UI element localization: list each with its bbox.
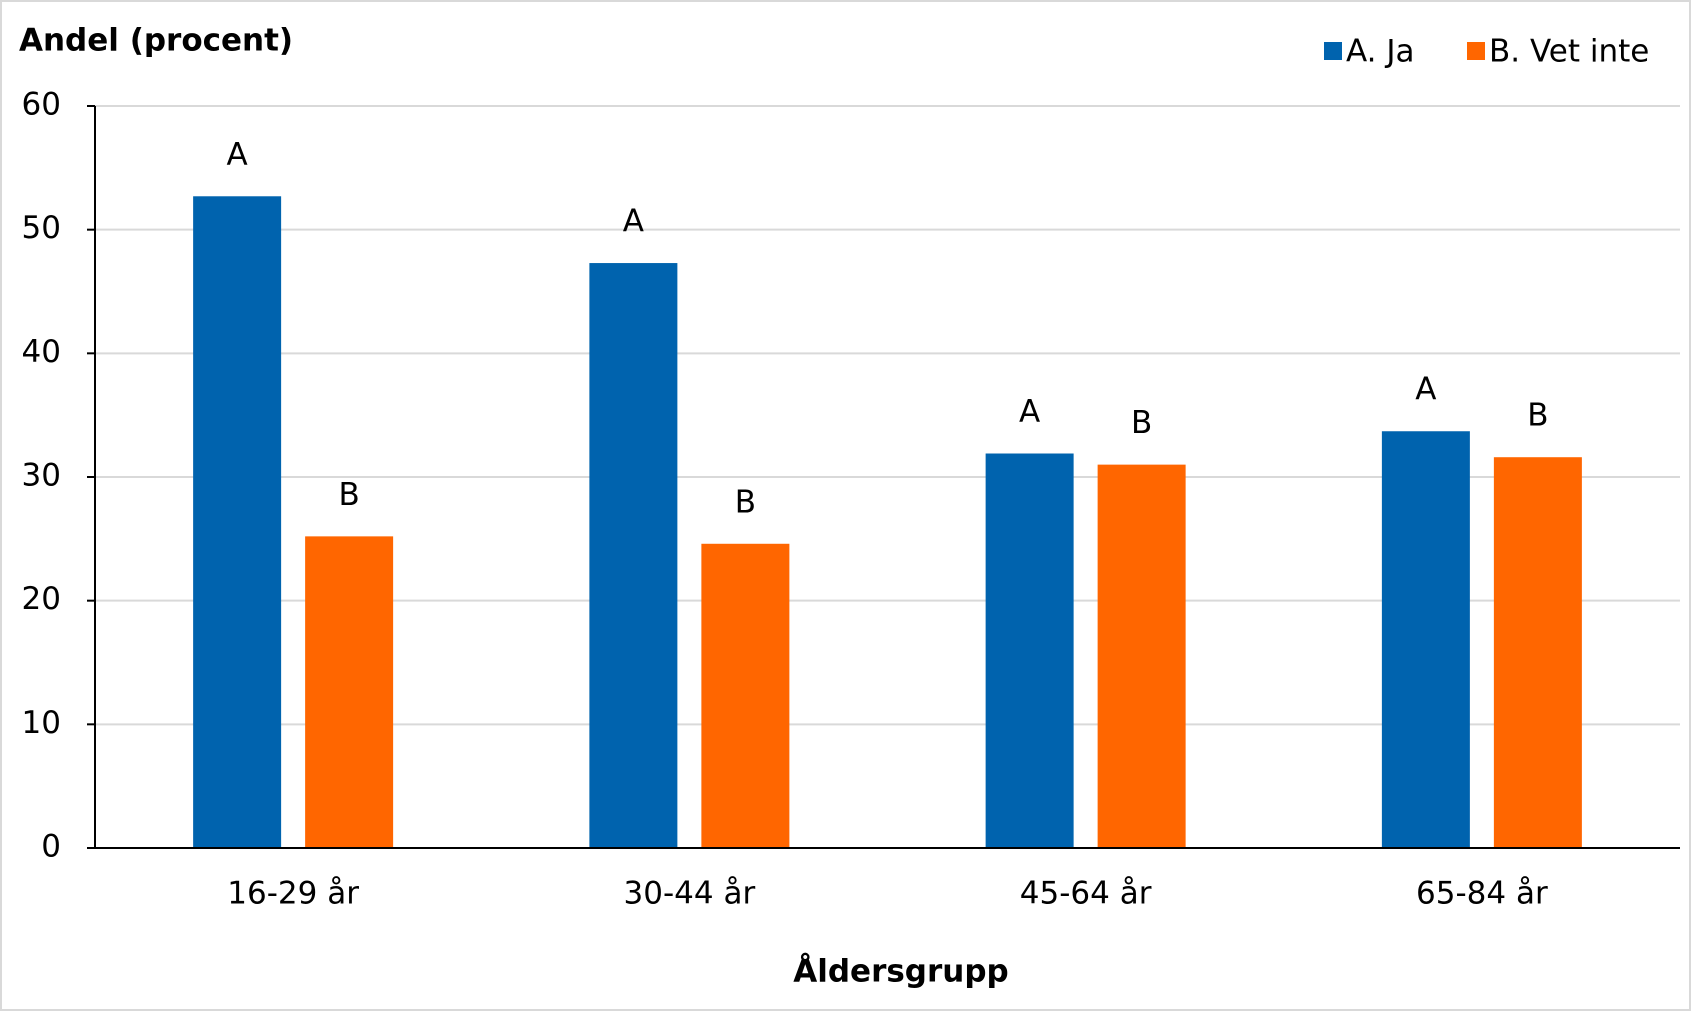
bar	[193, 196, 282, 848]
bar-label: B	[338, 477, 359, 513]
legend-swatch	[1467, 42, 1485, 60]
y-tick-label: 20	[22, 581, 61, 617]
bar	[305, 536, 394, 848]
chart-title: Andel (procent)	[19, 23, 293, 59]
bar	[1381, 431, 1470, 848]
y-tick-label: 40	[22, 334, 61, 370]
x-axis-title: Åldersgrupp	[793, 953, 1009, 990]
bar-label: A	[623, 204, 644, 240]
y-tick-label: 60	[22, 87, 61, 123]
y-tick-label: 10	[22, 705, 61, 741]
bar	[589, 263, 678, 849]
y-tick-label: 50	[22, 210, 61, 246]
bar-label: B	[1527, 398, 1548, 434]
bar	[1097, 464, 1186, 848]
y-tick-label: 0	[41, 829, 61, 865]
x-tick-label: 65-84 år	[1416, 876, 1548, 912]
bar-label: A	[1019, 394, 1040, 430]
legend-label: A. Ja	[1346, 34, 1415, 70]
bar	[985, 453, 1074, 848]
legend-label: B. Vet inte	[1489, 34, 1649, 70]
y-tick-label: 30	[22, 458, 61, 494]
bar-label: B	[1131, 405, 1152, 441]
bar-label: A	[227, 137, 248, 173]
x-tick-label: 16-29 år	[227, 876, 359, 912]
bar	[1493, 457, 1582, 848]
x-tick-label: 45-64 år	[1020, 876, 1152, 912]
legend-swatch	[1324, 42, 1342, 60]
bar	[701, 543, 790, 848]
bar-label: B	[735, 484, 756, 520]
bar-label: A	[1415, 372, 1436, 408]
x-tick-label: 30-44 år	[624, 876, 756, 912]
